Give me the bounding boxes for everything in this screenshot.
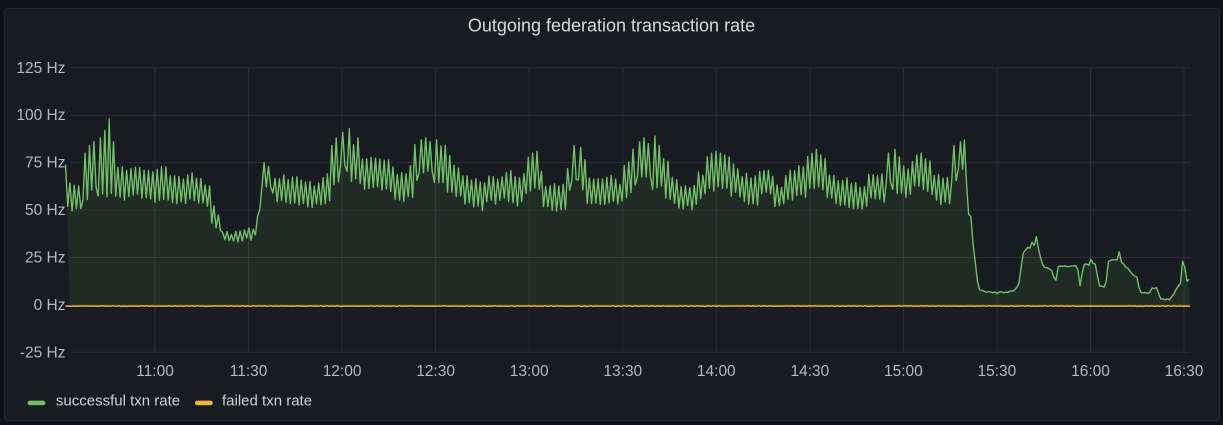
svg-text:successful txn rate: successful txn rate — [56, 393, 180, 410]
svg-text:125 Hz: 125 Hz — [16, 60, 65, 77]
svg-text:14:00: 14:00 — [697, 363, 736, 380]
svg-text:12:00: 12:00 — [323, 363, 362, 380]
svg-text:15:30: 15:30 — [978, 363, 1017, 380]
svg-text:75 Hz: 75 Hz — [25, 155, 66, 172]
svg-text:0 Hz: 0 Hz — [34, 297, 66, 314]
svg-text:-25 Hz: -25 Hz — [20, 344, 66, 361]
svg-text:15:00: 15:00 — [884, 363, 923, 380]
svg-text:50 Hz: 50 Hz — [25, 202, 66, 219]
svg-text:16:30: 16:30 — [1165, 363, 1204, 380]
svg-text:25 Hz: 25 Hz — [25, 250, 66, 267]
svg-text:13:30: 13:30 — [603, 363, 642, 380]
svg-text:16:00: 16:00 — [1071, 363, 1110, 380]
svg-text:14:30: 14:30 — [791, 363, 830, 380]
svg-text:failed txn rate: failed txn rate — [222, 393, 312, 410]
svg-text:100 Hz: 100 Hz — [16, 107, 65, 124]
svg-text:12:30: 12:30 — [416, 363, 455, 380]
svg-text:Outgoing federation transactio: Outgoing federation transaction rate — [468, 16, 755, 36]
svg-text:11:30: 11:30 — [230, 363, 268, 380]
svg-text:11:00: 11:00 — [136, 363, 174, 380]
svg-text:13:00: 13:00 — [510, 363, 549, 380]
